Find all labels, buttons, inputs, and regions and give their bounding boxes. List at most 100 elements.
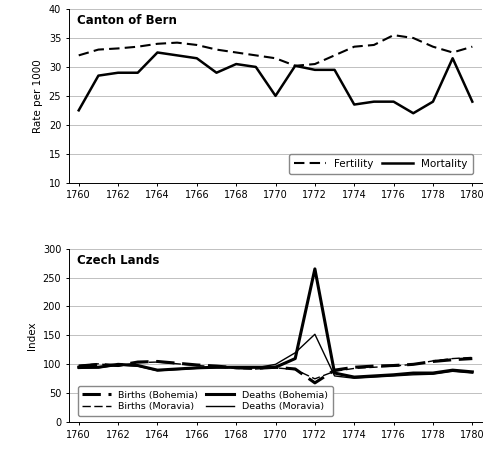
Mortality (371, 99, 377, 104)
Births (Moravia) (174, 361, 180, 366)
Fertility (115, 46, 121, 51)
Births (Moravia) (135, 360, 141, 365)
Births (Bohemia) (194, 362, 200, 368)
Births (Bohemia) (332, 367, 338, 373)
Line: Mortality: Mortality (79, 53, 472, 113)
Fertility (430, 44, 436, 49)
Deaths (Moravia) (154, 368, 160, 374)
Mortality (115, 70, 121, 75)
Births (Bohemia) (253, 365, 259, 371)
Deaths (Bohemia) (233, 365, 239, 370)
Text: Czech Lands: Czech Lands (77, 254, 159, 267)
Mortality (391, 99, 397, 104)
Mortality (95, 73, 101, 79)
Deaths (Moravia) (95, 365, 101, 370)
Mortality (253, 64, 259, 69)
Births (Bohemia) (371, 363, 377, 369)
Mortality (273, 93, 278, 99)
Births (Bohemia) (292, 366, 298, 372)
Deaths (Bohemia) (430, 370, 436, 376)
Births (Moravia) (430, 358, 436, 364)
Births (Moravia) (214, 364, 219, 370)
Births (Bohemia) (115, 363, 121, 368)
Births (Moravia) (292, 367, 298, 372)
Fertility (410, 35, 416, 41)
Deaths (Bohemia) (95, 365, 101, 370)
Mortality (174, 53, 180, 58)
Deaths (Moravia) (469, 370, 475, 376)
Mortality (450, 55, 456, 61)
Mortality (410, 110, 416, 116)
Fertility (135, 44, 141, 49)
Deaths (Bohemia) (214, 365, 219, 370)
Deaths (Bohemia) (154, 367, 160, 373)
Mortality (194, 55, 200, 61)
Y-axis label: Index: Index (27, 321, 37, 350)
Fertility (469, 44, 475, 49)
Text: Canton of Bern: Canton of Bern (77, 14, 177, 27)
Births (Bohemia) (391, 363, 397, 368)
Births (Moravia) (351, 365, 357, 371)
Deaths (Bohemia) (312, 266, 318, 271)
Deaths (Moravia) (391, 373, 397, 379)
Y-axis label: Rate per 1000: Rate per 1000 (33, 59, 43, 133)
Births (Moravia) (332, 369, 338, 374)
Births (Bohemia) (273, 365, 278, 370)
Deaths (Bohemia) (410, 370, 416, 376)
Births (Moravia) (95, 361, 101, 366)
Deaths (Moravia) (194, 365, 200, 371)
Deaths (Bohemia) (135, 363, 141, 368)
Line: Births (Moravia): Births (Moravia) (79, 357, 472, 379)
Mortality (135, 70, 141, 75)
Births (Moravia) (312, 376, 318, 381)
Mortality (154, 50, 160, 55)
Deaths (Bohemia) (469, 369, 475, 375)
Deaths (Bohemia) (115, 362, 121, 367)
Births (Moravia) (115, 363, 121, 369)
Deaths (Bohemia) (351, 375, 357, 380)
Births (Bohemia) (135, 359, 141, 365)
Fertility (76, 53, 82, 58)
Mortality (332, 67, 338, 73)
Fertility (351, 44, 357, 49)
Deaths (Moravia) (312, 331, 318, 337)
Births (Moravia) (371, 365, 377, 370)
Fertility (253, 53, 259, 58)
Deaths (Bohemia) (273, 365, 278, 370)
Births (Bohemia) (154, 359, 160, 364)
Deaths (Moravia) (76, 365, 82, 371)
Fertility (174, 40, 180, 45)
Fertility (332, 53, 338, 58)
Deaths (Moravia) (174, 367, 180, 372)
Births (Moravia) (391, 363, 397, 369)
Births (Bohemia) (430, 359, 436, 364)
Mortality (351, 102, 357, 107)
Fertility (312, 61, 318, 67)
Births (Bohemia) (76, 363, 82, 369)
Fertility (273, 55, 278, 61)
Deaths (Moravia) (115, 362, 121, 368)
Births (Moravia) (273, 365, 278, 370)
Births (Moravia) (450, 356, 456, 361)
Births (Bohemia) (95, 362, 101, 367)
Deaths (Moravia) (253, 365, 259, 370)
Deaths (Moravia) (351, 375, 357, 381)
Fertility (214, 47, 219, 52)
Deaths (Moravia) (430, 371, 436, 377)
Deaths (Bohemia) (332, 370, 338, 376)
Mortality (214, 70, 219, 75)
Deaths (Bohemia) (292, 356, 298, 361)
Deaths (Moravia) (233, 365, 239, 370)
Fertility (391, 32, 397, 38)
Births (Bohemia) (450, 357, 456, 362)
Fertility (154, 41, 160, 46)
Deaths (Bohemia) (174, 366, 180, 372)
Births (Bohemia) (469, 356, 475, 361)
Births (Moravia) (469, 355, 475, 360)
Line: Births (Bohemia): Births (Bohemia) (79, 359, 472, 383)
Fertility (233, 50, 239, 55)
Fertility (450, 50, 456, 55)
Fertility (194, 42, 200, 48)
Fertility (95, 47, 101, 52)
Deaths (Moravia) (371, 375, 377, 380)
